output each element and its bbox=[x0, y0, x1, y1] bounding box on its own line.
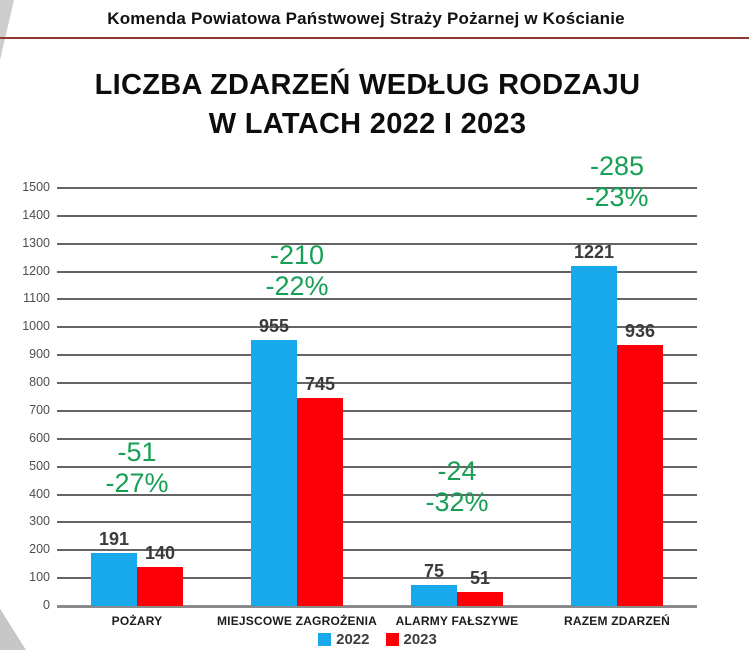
bar-2023-po-ary bbox=[137, 567, 183, 606]
gridline-1100 bbox=[57, 298, 697, 301]
y-tick-label-600: 600 bbox=[29, 430, 50, 445]
y-tick-label-800: 800 bbox=[29, 375, 50, 390]
gridline-400 bbox=[57, 493, 697, 496]
bar-value-2022-razem-zdarze: 1221 bbox=[573, 241, 615, 262]
bar-2022-po-ary bbox=[91, 552, 137, 606]
bar-value-2023-miejscowe-zagro-enia: 745 bbox=[304, 374, 336, 395]
bar-value-2022-alarmy-fa-szywe: 75 bbox=[423, 561, 445, 582]
bar-2022-alarmy-fa-szywe bbox=[411, 585, 457, 606]
x-axis-line bbox=[57, 604, 697, 608]
legend-swatch-2022 bbox=[318, 633, 332, 646]
gridline-100 bbox=[57, 577, 697, 580]
gridline-900 bbox=[57, 354, 697, 357]
y-tick-label-900: 900 bbox=[29, 347, 50, 362]
category-label-alarmy-fa-szywe: ALARMY FAŁSZYWE bbox=[395, 614, 519, 628]
gridline-1500 bbox=[57, 187, 697, 189]
y-tick-label-200: 200 bbox=[29, 542, 50, 557]
gridline-500 bbox=[57, 465, 697, 468]
annotation-line: -22% bbox=[265, 271, 329, 302]
bar-2023-alarmy-fa-szywe bbox=[457, 591, 503, 606]
y-tick-label-1200: 1200 bbox=[22, 263, 50, 278]
chart-title-line1: LICZBA ZDARZEŃ WEDŁUG RODZAJU bbox=[94, 69, 641, 101]
bar-value-2023-po-ary: 140 bbox=[144, 542, 176, 563]
y-tick-label-100: 100 bbox=[29, 570, 50, 585]
gridline-1200 bbox=[57, 270, 697, 273]
gridline-1400 bbox=[57, 214, 697, 217]
y-tick-label-700: 700 bbox=[29, 402, 50, 417]
annotation-line: -27% bbox=[105, 467, 169, 498]
change-annotation-razem-zdarze: -285 -23% bbox=[527, 151, 707, 213]
bar-value-2023-razem-zdarze: 936 bbox=[624, 321, 656, 342]
bar-value-2022-po-ary: 191 bbox=[98, 528, 130, 549]
gridline-200 bbox=[57, 549, 697, 552]
legend-label-2023: 2023 bbox=[403, 631, 437, 648]
annotation-line: -51 bbox=[117, 436, 157, 467]
change-annotation-miejscowe-zagro-enia: -210 -22% bbox=[207, 240, 387, 302]
annotation-line: -210 bbox=[269, 240, 325, 271]
bar-value-2022-miejscowe-zagro-enia: 955 bbox=[258, 315, 290, 336]
category-label-razem-zdarze: RAZEM ZDARZEŃ bbox=[564, 614, 670, 628]
header-divider bbox=[0, 37, 749, 39]
y-tick-label-1500: 1500 bbox=[22, 180, 50, 194]
y-tick-label-1100: 1100 bbox=[23, 291, 50, 306]
bar-2023-razem-zdarze bbox=[617, 345, 663, 606]
y-tick-label-1300: 1300 bbox=[22, 235, 50, 250]
legend-swatch-2023 bbox=[385, 633, 399, 646]
gridline-800 bbox=[57, 382, 697, 385]
annotation-line: -24 bbox=[437, 456, 477, 487]
bar-2023-miejscowe-zagro-enia bbox=[297, 398, 343, 606]
change-annotation-po-ary: -51 -27% bbox=[47, 437, 227, 499]
bar-2022-razem-zdarze bbox=[571, 265, 617, 606]
legend-item-2022: 2022 bbox=[318, 631, 370, 648]
gridline-1300 bbox=[57, 242, 697, 245]
chart-legend: 2022 2023 bbox=[0, 631, 749, 648]
bar-chart-plot-area: 0 100 200 300 400 500 600 700 800 900 1000 1100 1200… bbox=[22, 151, 697, 628]
bar-2022-miejscowe-zagro-enia bbox=[251, 339, 297, 606]
y-tick-label-300: 300 bbox=[29, 514, 50, 529]
y-tick-label-1400: 1400 bbox=[22, 207, 50, 222]
gridline-1000 bbox=[57, 326, 697, 329]
bar-value-2023-alarmy-fa-szywe: 51 bbox=[469, 567, 491, 588]
chart-title-line2: W LATACH 2022 I 2023 bbox=[208, 108, 527, 140]
category-label-miejscowe-zagro-enia: MIEJSCOWE ZAGROŻENIA bbox=[216, 614, 377, 628]
gridline-300 bbox=[57, 521, 697, 524]
gridline-700 bbox=[57, 409, 697, 412]
y-tick-label-400: 400 bbox=[29, 486, 50, 501]
category-label-po-ary: POŻARY bbox=[111, 614, 163, 628]
annotation-line: -32% bbox=[425, 487, 489, 518]
y-tick-label-0: 0 bbox=[43, 598, 50, 612]
y-tick-label-1000: 1000 bbox=[22, 319, 50, 334]
change-annotation-alarmy-fa-szywe: -24 -32% bbox=[367, 456, 547, 518]
annotation-line: -23% bbox=[585, 182, 649, 213]
legend-item-2023: 2023 bbox=[385, 631, 437, 648]
legend-label-2022: 2022 bbox=[336, 631, 370, 648]
chart-title: LICZBA ZDARZEŃ WEDŁUG RODZAJU W LATACH 2… bbox=[0, 66, 735, 144]
gridline-600 bbox=[57, 437, 697, 440]
annotation-line: -285 bbox=[589, 151, 645, 182]
y-tick-label-500: 500 bbox=[29, 458, 50, 473]
header-title: Komenda Powiatowa Państwowej Straży Poża… bbox=[107, 9, 625, 28]
